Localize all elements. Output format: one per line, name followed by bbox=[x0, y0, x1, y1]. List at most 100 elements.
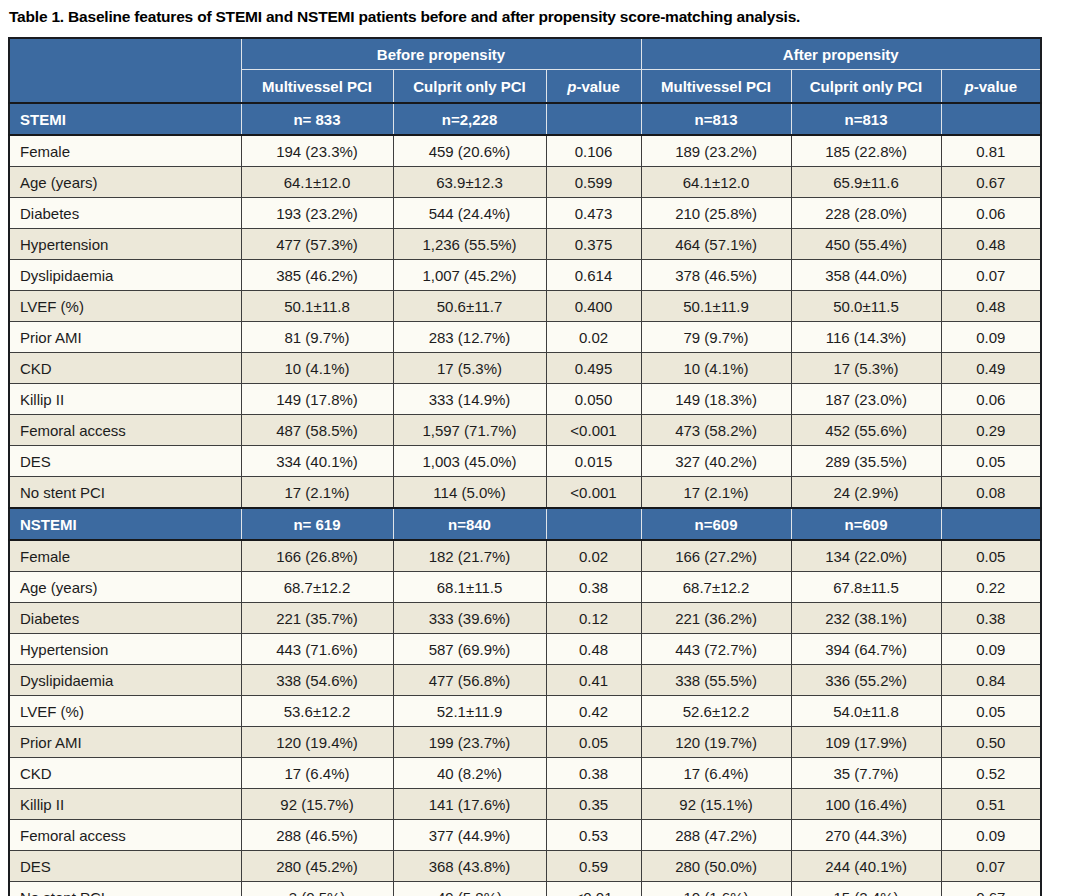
data-cell: 0.06 bbox=[941, 384, 1041, 415]
section-count-cell bbox=[546, 103, 641, 135]
baseline-features-table: Before propensity After propensity Multi… bbox=[8, 37, 1042, 896]
group-header-row: Before propensity After propensity bbox=[9, 38, 1041, 70]
data-cell: 149 (17.8%) bbox=[241, 384, 393, 415]
data-cell: 338 (54.6%) bbox=[241, 665, 393, 696]
data-cell: 0.495 bbox=[546, 353, 641, 384]
data-cell: 0.29 bbox=[941, 415, 1041, 446]
data-cell: 0.84 bbox=[941, 665, 1041, 696]
data-cell: 464 (57.1%) bbox=[641, 229, 791, 260]
data-cell: 358 (44.0%) bbox=[791, 260, 941, 291]
data-cell: 53.6±12.2 bbox=[241, 696, 393, 727]
section-count-cell: n=813 bbox=[791, 103, 941, 135]
data-cell: 149 (18.3%) bbox=[641, 384, 791, 415]
section-count-cell bbox=[941, 508, 1041, 540]
table-row: Killip II149 (17.8%)333 (14.9%)0.050149 … bbox=[9, 384, 1041, 415]
group-header-after: After propensity bbox=[641, 38, 1041, 70]
data-cell: 182 (21.7%) bbox=[393, 540, 546, 572]
data-cell: 194 (23.3%) bbox=[241, 135, 393, 167]
data-cell: 0.015 bbox=[546, 446, 641, 477]
table-row: Femoral access288 (46.5%)377 (44.9%)0.53… bbox=[9, 820, 1041, 851]
data-cell: 338 (55.5%) bbox=[641, 665, 791, 696]
section-count-cell: n=2,228 bbox=[393, 103, 546, 135]
row-label: Femoral access bbox=[9, 415, 241, 446]
data-cell: 232 (38.1%) bbox=[791, 603, 941, 634]
data-cell: 0.07 bbox=[941, 260, 1041, 291]
row-label: DES bbox=[9, 446, 241, 477]
data-cell: 166 (27.2%) bbox=[641, 540, 791, 572]
row-label: No stent PCI bbox=[9, 477, 241, 509]
data-cell: 15 (2.4%) bbox=[791, 882, 941, 896]
data-cell: 0.09 bbox=[941, 634, 1041, 665]
row-label: Killip II bbox=[9, 789, 241, 820]
data-cell: 0.02 bbox=[546, 322, 641, 353]
section-count-cell: n=813 bbox=[641, 103, 791, 135]
section-count-cell: n=609 bbox=[791, 508, 941, 540]
row-label: Diabetes bbox=[9, 198, 241, 229]
data-cell: 385 (46.2%) bbox=[241, 260, 393, 291]
row-label: CKD bbox=[9, 353, 241, 384]
data-cell: 68.1±11.5 bbox=[393, 572, 546, 603]
table-row: Dyslipidaemia338 (54.6%)477 (56.8%)0.413… bbox=[9, 665, 1041, 696]
row-label: Dyslipidaemia bbox=[9, 260, 241, 291]
table-row: Age (years)64.1±12.063.9±12.30.59964.1±1… bbox=[9, 167, 1041, 198]
table-row: Hypertension477 (57.3%)1,236 (55.5%)0.37… bbox=[9, 229, 1041, 260]
data-cell: 134 (22.0%) bbox=[791, 540, 941, 572]
data-cell: 0.05 bbox=[941, 696, 1041, 727]
data-cell: 0.09 bbox=[941, 820, 1041, 851]
data-cell: 0.41 bbox=[546, 665, 641, 696]
row-label: Prior AMI bbox=[9, 727, 241, 758]
data-cell: 193 (23.2%) bbox=[241, 198, 393, 229]
data-cell: 0.35 bbox=[546, 789, 641, 820]
data-cell: 50.1±11.8 bbox=[241, 291, 393, 322]
data-cell: 210 (25.8%) bbox=[641, 198, 791, 229]
data-cell: 0.08 bbox=[941, 477, 1041, 509]
table-row: No stent PCI3 (0.5%)49 (5.8%)<0.0110 (1.… bbox=[9, 882, 1041, 896]
data-cell: 0.02 bbox=[546, 540, 641, 572]
row-label: Female bbox=[9, 540, 241, 572]
data-cell: 477 (57.3%) bbox=[241, 229, 393, 260]
data-cell: 459 (20.6%) bbox=[393, 135, 546, 167]
table-row: LVEF (%)50.1±11.850.6±11.70.40050.1±11.9… bbox=[9, 291, 1041, 322]
data-cell: 0.52 bbox=[941, 758, 1041, 789]
table-row: Femoral access487 (58.5%)1,597 (71.7%)<0… bbox=[9, 415, 1041, 446]
data-cell: 50.0±11.5 bbox=[791, 291, 941, 322]
table-row: Prior AMI81 (9.7%)283 (12.7%)0.0279 (9.7… bbox=[9, 322, 1041, 353]
data-cell: 0.05 bbox=[546, 727, 641, 758]
data-cell: 394 (64.7%) bbox=[791, 634, 941, 665]
data-cell: 35 (7.7%) bbox=[791, 758, 941, 789]
data-cell: 64.1±12.0 bbox=[241, 167, 393, 198]
table-row: LVEF (%)53.6±12.252.1±11.90.4252.6±12.25… bbox=[9, 696, 1041, 727]
row-label: Dyslipidaemia bbox=[9, 665, 241, 696]
table-row: Hypertension443 (71.6%)587 (69.9%)0.4844… bbox=[9, 634, 1041, 665]
data-cell: 0.12 bbox=[546, 603, 641, 634]
data-cell: 378 (46.5%) bbox=[641, 260, 791, 291]
row-label: LVEF (%) bbox=[9, 696, 241, 727]
table-body: STEMIn= 833n=2,228n=813n=813Female194 (2… bbox=[9, 103, 1041, 896]
row-label: CKD bbox=[9, 758, 241, 789]
data-cell: 67.8±11.5 bbox=[791, 572, 941, 603]
data-cell: 0.38 bbox=[941, 603, 1041, 634]
data-cell: 52.6±12.2 bbox=[641, 696, 791, 727]
section-band-label: STEMI bbox=[9, 103, 241, 135]
data-cell: 17 (2.1%) bbox=[241, 477, 393, 509]
data-cell: 100 (16.4%) bbox=[791, 789, 941, 820]
section-count-cell bbox=[546, 508, 641, 540]
data-cell: 141 (17.6%) bbox=[393, 789, 546, 820]
data-cell: 333 (39.6%) bbox=[393, 603, 546, 634]
data-cell: 244 (40.1%) bbox=[791, 851, 941, 882]
data-cell: 280 (50.0%) bbox=[641, 851, 791, 882]
data-cell: 0.51 bbox=[941, 789, 1041, 820]
data-cell: 109 (17.9%) bbox=[791, 727, 941, 758]
data-cell: 120 (19.4%) bbox=[241, 727, 393, 758]
data-cell: 368 (43.8%) bbox=[393, 851, 546, 882]
data-cell: 17 (5.3%) bbox=[393, 353, 546, 384]
data-cell: 0.614 bbox=[546, 260, 641, 291]
data-cell: 1,003 (45.0%) bbox=[393, 446, 546, 477]
data-cell: 228 (28.0%) bbox=[791, 198, 941, 229]
data-cell: 377 (44.9%) bbox=[393, 820, 546, 851]
section-band-row: STEMIn= 833n=2,228n=813n=813 bbox=[9, 103, 1041, 135]
data-cell: 17 (2.1%) bbox=[641, 477, 791, 509]
page: Table 1. Baseline features of STEMI and … bbox=[0, 0, 1068, 896]
data-cell: 52.1±11.9 bbox=[393, 696, 546, 727]
section-count-cell: n= 619 bbox=[241, 508, 393, 540]
